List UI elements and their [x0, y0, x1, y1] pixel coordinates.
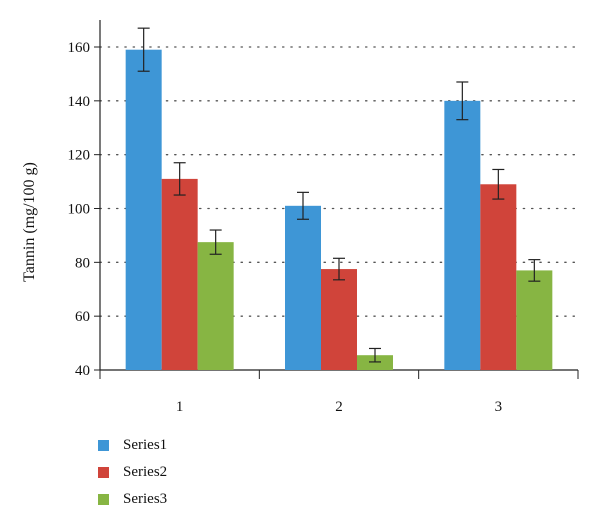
- bar-chart: Tannin (mg/100 g) 40 60 80 100 120 140 160 1 2 3: [21, 20, 579, 415]
- bar-series2-3: [480, 184, 517, 370]
- legend: Series1 Series2 Series3: [98, 432, 167, 513]
- bar-series1-3: [444, 100, 481, 370]
- bar-series1-2: [285, 205, 321, 370]
- legend-item: Series1: [98, 432, 167, 459]
- legend-label: Series2: [123, 464, 168, 480]
- bar-series3-1: [197, 242, 234, 370]
- y-tick-label: 120: [68, 148, 91, 164]
- legend-swatch: [98, 494, 109, 505]
- legend-label: Series1: [123, 437, 168, 453]
- x-tick-label: 3: [495, 399, 503, 415]
- bar-series2-2: [321, 269, 357, 370]
- y-tick-label: 60: [75, 309, 90, 325]
- y-tick-label: 80: [75, 255, 90, 271]
- bar-series1-1: [125, 49, 162, 371]
- x-tick-label: 2: [335, 399, 343, 415]
- bar-series3-3: [516, 270, 553, 370]
- legend-item: Series2: [98, 459, 167, 486]
- y-tick-label: 100: [68, 202, 91, 218]
- y-tick-label: 140: [68, 94, 91, 110]
- y-axis-title: Tannin (mg/100 g): [21, 162, 38, 282]
- bar-series2-1: [161, 178, 198, 370]
- x-tick-label: 1: [176, 399, 184, 415]
- legend-item: Series3: [98, 486, 167, 513]
- legend-swatch: [98, 467, 109, 478]
- y-tick-label: 160: [68, 40, 91, 56]
- legend-label: Series3: [123, 491, 168, 507]
- y-tick-label: 40: [75, 363, 90, 379]
- bar-series3-2: [357, 355, 393, 370]
- legend-swatch: [98, 440, 109, 451]
